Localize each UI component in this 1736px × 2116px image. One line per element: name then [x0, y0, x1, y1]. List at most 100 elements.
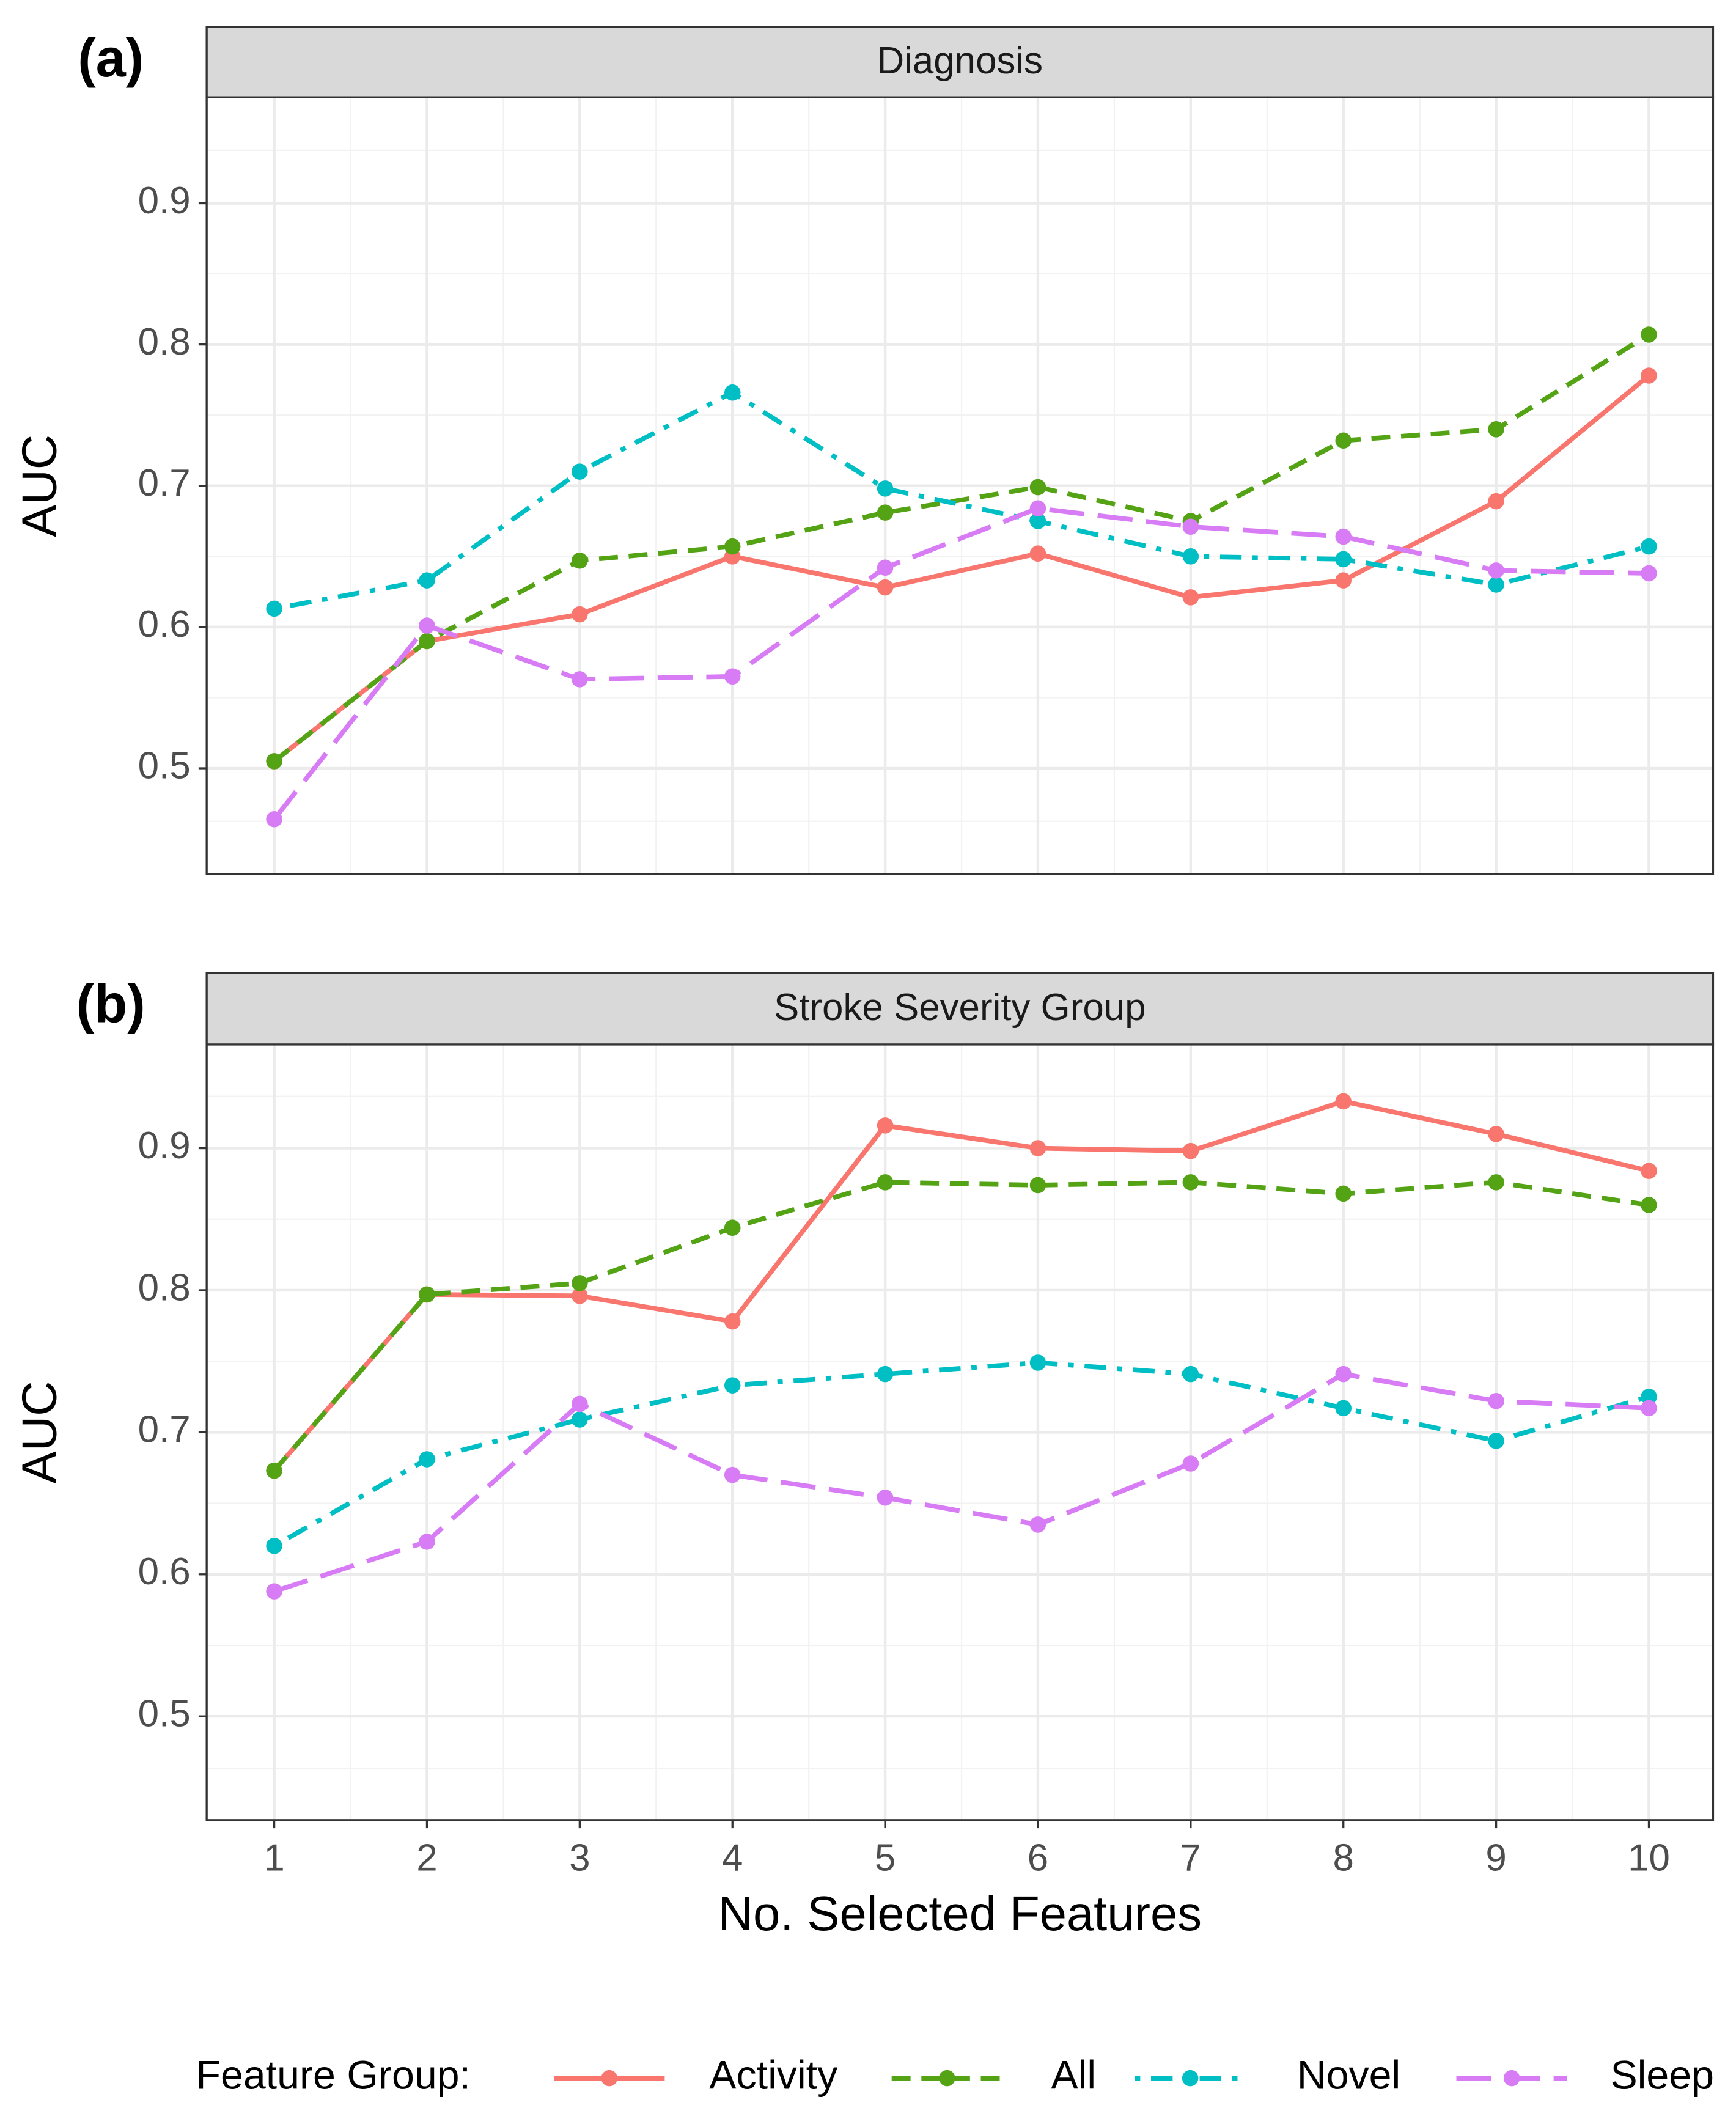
x-tick-label: 8: [1333, 1837, 1354, 1879]
point: [1641, 1197, 1657, 1213]
point: [1029, 479, 1046, 496]
y-tick-label: 0.9: [138, 180, 191, 222]
point: [1641, 538, 1657, 555]
point: [1335, 528, 1352, 545]
point: [1029, 1354, 1046, 1371]
strip-title: Diagnosis: [877, 40, 1043, 82]
y-tick-label: 0.5: [138, 744, 191, 787]
x-tick-label: 1: [263, 1837, 284, 1879]
point: [724, 1377, 741, 1394]
point: [1029, 1516, 1046, 1533]
point: [1641, 1163, 1657, 1180]
point: [419, 1534, 435, 1550]
y-tick-label: 0.6: [138, 603, 191, 645]
point: [1335, 432, 1352, 449]
point: [877, 559, 894, 576]
point: [877, 1365, 894, 1383]
point: [724, 1219, 741, 1236]
series-line: [272, 505, 1649, 821]
point: [266, 1538, 282, 1554]
x-tick-label: 7: [1180, 1837, 1201, 1879]
point: [1182, 518, 1199, 535]
legend-marker: [601, 2070, 618, 2087]
series-line: [273, 332, 1650, 763]
x-tick-label: 4: [722, 1837, 743, 1879]
x-tick-label: 10: [1628, 1837, 1670, 1879]
panel-label: (b): [76, 974, 145, 1034]
y-tick-label: 0.8: [138, 321, 191, 363]
point: [266, 1583, 282, 1600]
strip: [205, 26, 1715, 98]
point: [877, 1174, 894, 1191]
point: [1641, 326, 1657, 343]
point: [877, 504, 894, 521]
point: [572, 606, 588, 623]
legend-marker: [1503, 2070, 1520, 2087]
point: [1182, 589, 1199, 606]
point: [572, 1411, 588, 1428]
y-tick-label: 0.9: [138, 1125, 191, 1167]
point: [266, 600, 282, 617]
point: [1335, 1400, 1352, 1417]
point: [877, 1490, 894, 1506]
y-tick-label: 0.8: [138, 1266, 191, 1309]
point: [1029, 1140, 1046, 1156]
point: [572, 1275, 588, 1291]
point: [1182, 548, 1199, 565]
point: [1488, 1174, 1504, 1191]
legend-title: Feature Group:: [196, 2053, 471, 2098]
point: [877, 480, 894, 497]
y-axis-label: AUC: [12, 435, 67, 537]
point: [1182, 1455, 1199, 1472]
point: [724, 1466, 741, 1483]
point: [1641, 367, 1657, 384]
point: [724, 538, 741, 555]
series-line: [273, 1360, 1650, 1548]
point: [572, 552, 588, 569]
point: [266, 810, 282, 828]
y-tick-label: 0.5: [138, 1693, 191, 1735]
point: [1641, 565, 1657, 582]
series-line: [273, 1372, 1649, 1594]
point: [1488, 421, 1504, 438]
point: [877, 1117, 894, 1134]
series-line: [272, 1098, 1650, 1472]
series-line: [273, 389, 1650, 611]
point: [1488, 1392, 1504, 1409]
y-axis-label: AUC: [12, 1381, 67, 1483]
point: [572, 463, 588, 480]
x-tick-label: 3: [569, 1837, 590, 1879]
point: [266, 753, 282, 770]
legend-label: Sleep: [1610, 2053, 1714, 2098]
point: [572, 671, 588, 688]
point: [1182, 1174, 1199, 1191]
y-tick-label: 0.6: [138, 1551, 191, 1593]
strip-title: Stroke Severity Group: [774, 986, 1146, 1029]
panel-label: (a): [78, 28, 144, 88]
x-tick-label: 2: [416, 1837, 437, 1879]
point: [724, 668, 741, 685]
point: [1488, 493, 1504, 510]
point: [1029, 513, 1046, 529]
point: [1335, 551, 1352, 568]
legend-label: Activity: [709, 2053, 838, 2098]
point: [419, 1286, 435, 1303]
point: [1029, 1177, 1046, 1194]
point: [419, 572, 435, 589]
point: [1182, 1142, 1199, 1159]
y-tick-label: 0.7: [138, 1409, 191, 1451]
point: [724, 1313, 741, 1330]
point: [419, 617, 435, 634]
legend-marker: [939, 2070, 955, 2087]
point: [1029, 545, 1046, 562]
legend-label: All: [1051, 2053, 1096, 2098]
y-tick-label: 0.7: [138, 462, 191, 504]
point: [266, 1462, 282, 1479]
point: [1641, 1389, 1657, 1405]
point: [1029, 500, 1046, 517]
point: [419, 633, 435, 650]
point: [1488, 576, 1504, 593]
point: [1488, 562, 1504, 579]
